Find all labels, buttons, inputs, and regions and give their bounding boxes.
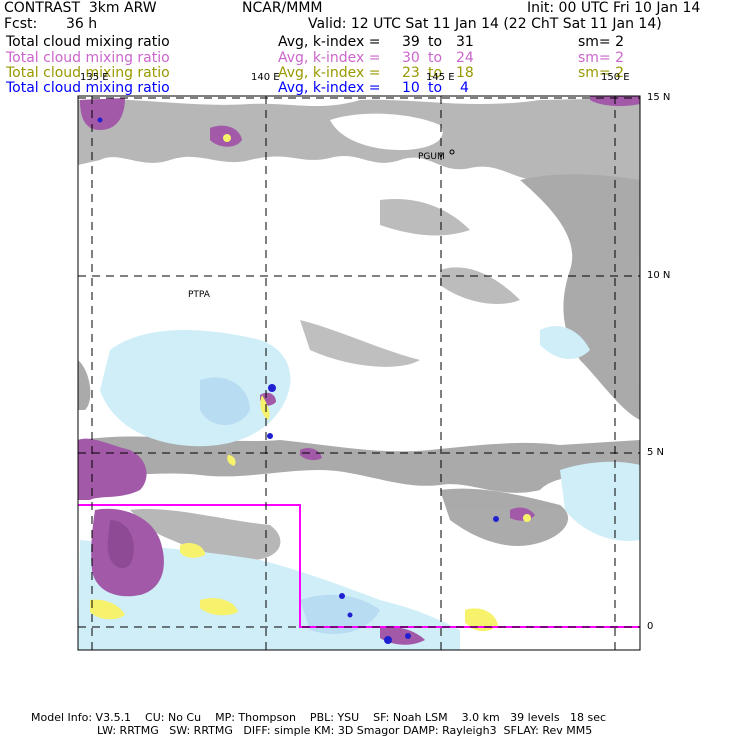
gray-cloud-areas <box>78 98 640 560</box>
field-row-sm: sm= 2 <box>578 50 625 66</box>
forecast-hour: 36 h <box>66 16 98 32</box>
field-row-to: 31 <box>456 34 474 50</box>
field-row-to-word: to <box>428 80 443 96</box>
lat-lon-grid <box>78 96 640 650</box>
lon-label-135e: 135 E <box>80 72 109 83</box>
field-row-to-word: to <box>428 50 443 66</box>
field-row-sm: sm= 2 <box>578 34 625 50</box>
valid-time: Valid: 12 UTC Sat 11 Jan 14 (22 ChT Sat … <box>308 16 662 32</box>
center-name: NCAR/MMM <box>242 0 323 16</box>
field-row-to: 18 <box>456 65 474 81</box>
field-row-avg: Avg, k-index = <box>278 34 381 50</box>
lon-label-150e: 150 E <box>601 72 630 83</box>
purple-areas <box>78 96 640 645</box>
blue-dots <box>97 117 499 644</box>
field-row-name: Total cloud mixing ratio <box>6 65 170 81</box>
field-row-avg: Avg, k-index = <box>278 65 381 81</box>
field-row-from: 39 <box>402 34 420 50</box>
lat-label-0: 0 <box>647 621 654 632</box>
model-info-line-2: LW: RRTMG SW: RRTMG DIFF: simple KM: 3D … <box>97 724 593 737</box>
lat-label-5n: 5 N <box>647 447 665 458</box>
field-row-sm: sm= 2 <box>578 65 625 81</box>
forecast-label: Fcst: <box>4 16 38 32</box>
station-label-pgum: PGUM <box>418 152 445 162</box>
field-row-to-word: to <box>428 34 443 50</box>
field-row-avg: Avg, k-index = <box>278 80 381 96</box>
product-title: CONTRAST 3km ARW <box>4 0 157 16</box>
lon-label-145e: 145 E <box>426 72 455 83</box>
plot-frame <box>77 95 641 651</box>
lon-label-140e: 140 E <box>251 72 280 83</box>
field-row-name: Total cloud mixing ratio <box>6 50 170 66</box>
field-row-to: 24 <box>456 50 474 66</box>
field-row-from: 23 <box>402 65 420 81</box>
model-info-line-1: Model Info: V3.5.1 CU: No Cu MP: Thompso… <box>31 711 607 724</box>
field-row-avg: Avg, k-index = <box>278 50 381 66</box>
station-label-ptpa: PTPA <box>188 290 210 300</box>
yellow-areas <box>90 134 531 632</box>
field-row-to-word: to <box>428 65 443 81</box>
lat-label-15n: 15 N <box>647 92 671 103</box>
lat-label-10n: 10 N <box>647 270 671 281</box>
field-row-name: Total cloud mixing ratio <box>6 80 170 96</box>
light-blue-areas <box>78 326 640 650</box>
pgum-station-marker <box>449 149 455 155</box>
field-row-name: Total cloud mixing ratio <box>6 34 170 50</box>
init-time: Init: 00 UTC Fri 10 Jan 14 <box>527 0 701 16</box>
field-row-from: 30 <box>402 50 420 66</box>
field-row-to: 4 <box>460 80 469 96</box>
field-row-from: 10 <box>402 80 420 96</box>
